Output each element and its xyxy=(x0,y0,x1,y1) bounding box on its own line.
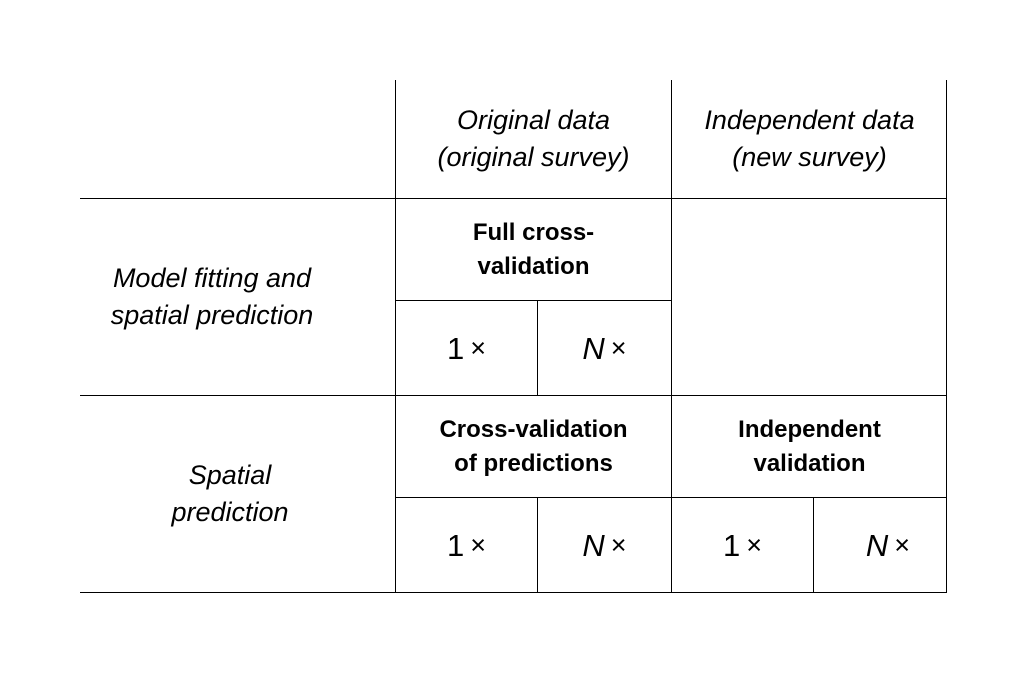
repeat-count: 1 xyxy=(446,330,465,366)
column-divider-right-border xyxy=(946,80,947,593)
table-bottom-border xyxy=(80,592,947,593)
row-label-model-fitting-line2: spatial prediction xyxy=(110,300,314,330)
independent-validation-line1: Independent xyxy=(738,415,881,443)
times-symbol: × xyxy=(470,529,487,560)
model-fitting-n-times-cell: N × xyxy=(538,301,671,395)
column-header-original-data: Original data (original survey) xyxy=(396,80,671,198)
row-label-model-fitting-line1: Model fitting and xyxy=(112,263,312,293)
times-symbol: × xyxy=(610,332,627,363)
iv-n-times-cell: N × xyxy=(814,498,962,592)
column-header-independent-data: Independent data (new survey) xyxy=(672,80,947,198)
row-divider-header xyxy=(80,198,947,199)
column-divider-label xyxy=(395,80,396,593)
row-label-spatial-prediction: Spatial prediction xyxy=(80,396,380,592)
column-header-original-line1: Original data xyxy=(456,105,611,135)
cv-n-times-cell: N × xyxy=(538,498,671,592)
independent-validation-cell: Independent validation xyxy=(672,396,947,497)
iv-once-cell: 1 × xyxy=(672,498,813,592)
row-label-model-fitting: Model fitting and spatial prediction xyxy=(80,199,344,395)
repeat-count: 1 xyxy=(722,527,741,563)
full-cross-validation-cell: Full cross- validation xyxy=(396,199,671,300)
repeat-count: 1 xyxy=(446,527,465,563)
independent-validation-line2: validation xyxy=(753,449,866,477)
column-header-independent-line2: (new survey) xyxy=(732,142,887,172)
column-divider-cv-repeats xyxy=(537,497,538,593)
times-symbol: × xyxy=(470,332,487,363)
full-cross-validation-line2: validation xyxy=(477,252,590,280)
cross-validation-line2: of predictions xyxy=(454,449,613,477)
repeat-count: N xyxy=(582,527,605,563)
row-label-spatial-prediction-line2: prediction xyxy=(171,497,289,527)
times-symbol: × xyxy=(610,529,627,560)
row-label-spatial-prediction-line1: Spatial xyxy=(188,460,272,490)
cv-once-cell: 1 × xyxy=(396,498,537,592)
column-header-original-line2: (original survey) xyxy=(437,142,630,172)
column-header-independent-line1: Independent data xyxy=(704,105,915,135)
row-divider-middle xyxy=(80,395,947,396)
cross-validation-of-predictions-cell: Cross-validation of predictions xyxy=(396,396,671,497)
cross-validation-line1: Cross-validation xyxy=(439,415,628,443)
times-symbol: × xyxy=(746,529,763,560)
row-divider-model-sub xyxy=(396,300,671,301)
times-symbol: × xyxy=(894,529,911,560)
model-fitting-once-cell: 1 × xyxy=(396,301,537,395)
column-divider-model-repeats xyxy=(537,300,538,396)
column-divider-iv-repeats xyxy=(813,497,814,593)
column-divider-original xyxy=(671,80,672,593)
repeat-count: N xyxy=(582,330,605,366)
full-cross-validation-line1: Full cross- xyxy=(472,218,595,246)
repeat-count: N xyxy=(865,527,889,563)
